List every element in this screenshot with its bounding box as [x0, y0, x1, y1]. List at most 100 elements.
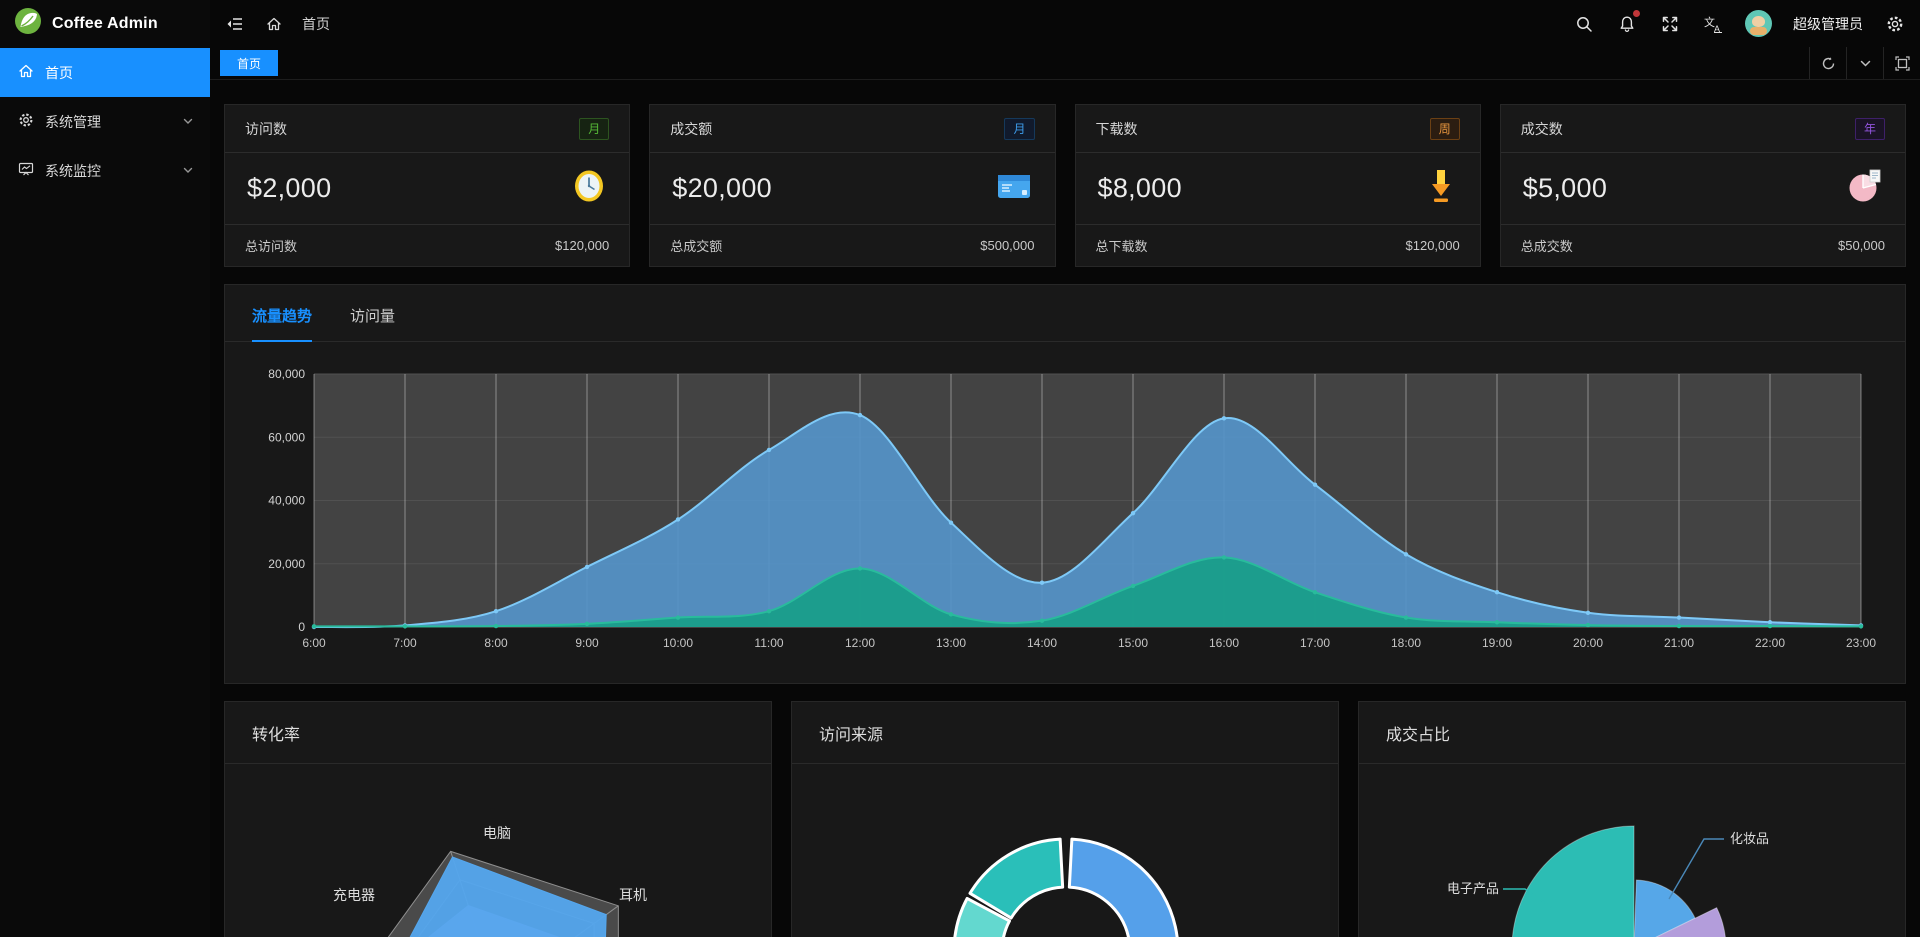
user-avatar[interactable] [1745, 10, 1772, 37]
svg-text:耳机: 耳机 [619, 887, 647, 903]
svg-text:电脑: 电脑 [483, 825, 511, 841]
svg-text:化妆品: 化妆品 [1730, 831, 1769, 846]
card-title: 成交占比 [1386, 726, 1451, 744]
card-title: 访问来源 [819, 726, 884, 744]
tab-home[interactable]: 首页 [220, 50, 279, 76]
pie-chart-icon [1847, 167, 1883, 210]
stat-value: $20,000 [672, 173, 772, 203]
sidebar-item-system-admin[interactable]: 系统管理 [0, 97, 210, 146]
stat-footer-label: 总下载数 [1095, 239, 1148, 254]
tabs-dropdown-icon[interactable] [1846, 47, 1883, 79]
svg-text:11:00: 11:00 [754, 636, 783, 650]
svg-text:9:00: 9:00 [575, 636, 599, 650]
stat-card-turnover: 成交额 月 $20,000 总成交额 [649, 104, 1056, 267]
settings-gear-icon[interactable] [1884, 13, 1906, 35]
svg-text:40,000: 40,000 [268, 494, 305, 508]
breadcrumb[interactable]: 首页 [302, 15, 330, 32]
period-badge: 月 [1004, 117, 1035, 140]
svg-text:6:00: 6:00 [302, 636, 326, 650]
stat-footer-value: $50,000 [1838, 238, 1885, 253]
maximize-icon[interactable] [1883, 47, 1920, 79]
svg-text:14:00: 14:00 [1027, 636, 1057, 650]
svg-text:8:00: 8:00 [484, 636, 508, 650]
stat-footer-value: $120,000 [1405, 238, 1460, 253]
stat-footer-value: $120,000 [555, 238, 610, 253]
deal-share-card: 成交占比 电子产品 化妆品 [1358, 701, 1906, 937]
svg-text:80,000: 80,000 [268, 367, 305, 381]
tab-tools [1809, 47, 1920, 79]
svg-text:23:00: 23:00 [1846, 636, 1876, 650]
sidebar-menu: 首页 系统管理 系统监控 [0, 48, 210, 195]
svg-text:7:00: 7:00 [393, 636, 417, 650]
svg-text:0: 0 [298, 620, 305, 634]
sidebar-item-home[interactable]: 首页 [0, 48, 210, 97]
download-arrow-icon [1424, 167, 1458, 210]
stat-value: $8,000 [1097, 173, 1182, 203]
bottom-card-row: 转化率 电脑耳机 充电器 访问来源 成交占比 电子产品 化妆品 [224, 701, 1906, 937]
search-icon[interactable] [1573, 13, 1595, 35]
svg-text:文: 文 [1704, 15, 1715, 29]
svg-text:15:00: 15:00 [1118, 636, 1148, 650]
period-badge: 年 [1854, 117, 1885, 140]
sidebar: Coffee Admin 首页 系统管理 [0, 0, 210, 937]
stat-footer-label: 总成交数 [1520, 239, 1573, 254]
chevron-down-icon [182, 163, 194, 179]
stat-footer-label: 总成交额 [670, 239, 723, 254]
trend-tabs: 流量趋势 访问量 [225, 285, 1905, 342]
credit-card-icon [995, 170, 1033, 207]
collapse-sidebar-icon[interactable] [224, 13, 246, 35]
svg-text:13:00: 13:00 [936, 636, 966, 650]
stat-card-deals: 成交数 年 $5,000 [1499, 104, 1906, 267]
app-logo: Coffee Admin [0, 0, 210, 47]
stat-card-visits: 访问数 月 $2,000 [224, 104, 631, 267]
stat-title: 访问数 [245, 120, 287, 137]
stat-footer-value: $500,000 [980, 238, 1035, 253]
svg-text:10:00: 10:00 [663, 636, 693, 650]
sidebar-item-label: 系统管理 [45, 113, 101, 130]
svg-text:60,000: 60,000 [268, 430, 305, 444]
svg-text:22:00: 22:00 [1755, 636, 1785, 650]
notification-dot [1633, 9, 1640, 17]
traffic-trend-chart: 0 20,000 40,000 60,000 80,000 6:00 7:00 8:00 9:0… [268, 367, 1876, 650]
sidebar-item-system-monitor[interactable]: 系统监控 [0, 146, 210, 195]
tab-traffic-trend[interactable]: 流量趋势 [252, 305, 313, 342]
svg-text:A: A [1714, 24, 1720, 34]
sidebar-item-label: 系统监控 [45, 162, 101, 179]
svg-text:16:00: 16:00 [1209, 636, 1239, 650]
leaf-logo-icon [14, 7, 42, 40]
svg-text:18:00: 18:00 [1391, 636, 1421, 650]
stat-title: 成交额 [670, 120, 713, 137]
stat-card-downloads: 下载数 周 $8,000 总下载数 $120,000 [1074, 104, 1481, 267]
traffic-trend-card: 流量趋势 访问量 0 20,000 40,000 60,000 80,000 6:00 7:… [224, 284, 1906, 684]
chevron-down-icon [182, 114, 194, 130]
card-title: 转化率 [252, 726, 301, 744]
tab-visit-volume[interactable]: 访问量 [350, 308, 396, 325]
clock-icon [571, 167, 607, 210]
period-badge: 周 [1429, 117, 1460, 140]
refresh-icon[interactable] [1809, 47, 1846, 79]
breadcrumb-home-icon[interactable] [263, 13, 285, 35]
notification-bell-icon[interactable] [1616, 9, 1640, 35]
sidebar-item-label: 首页 [45, 64, 73, 81]
monitor-icon [18, 161, 34, 180]
fullscreen-icon[interactable] [1659, 13, 1681, 35]
stat-value: $5,000 [1522, 173, 1608, 203]
svg-text:充电器: 充电器 [333, 887, 375, 903]
visit-source-card: 访问来源 [791, 701, 1339, 937]
svg-text:12:00: 12:00 [845, 636, 875, 650]
gear-icon [18, 112, 34, 131]
stat-title: 下载数 [1095, 120, 1138, 137]
tab-bar: 首页 [210, 47, 1920, 80]
stat-title: 成交数 [1520, 120, 1563, 137]
svg-text:20,000: 20,000 [268, 557, 305, 571]
username-label[interactable]: 超级管理员 [1793, 15, 1863, 32]
period-badge: 月 [579, 117, 610, 140]
svg-text:21:00: 21:00 [1664, 636, 1694, 650]
stat-card-row: 访问数 月 $2,000 [224, 104, 1906, 267]
home-icon [18, 63, 34, 82]
